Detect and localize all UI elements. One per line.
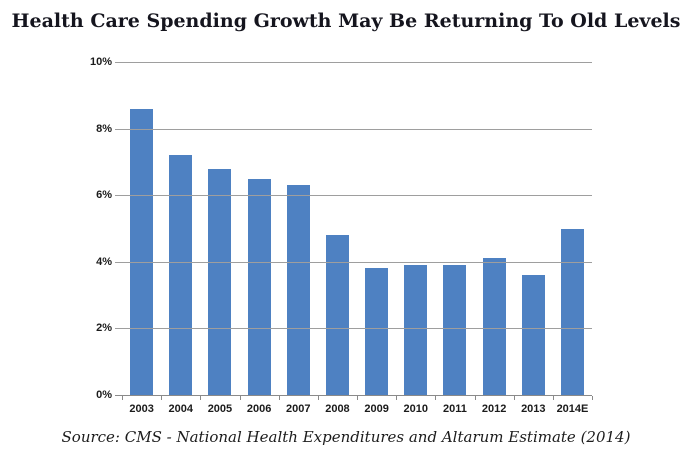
plot-area [115,62,592,396]
y-axis-label-4%: 4% [96,255,112,268]
bar-cell-2012 [475,62,514,395]
y-axis-label-10%: 10% [89,56,112,68]
gridline-4% [115,261,592,263]
bar-2009 [365,268,389,395]
gridline-10% [115,62,592,63]
x-tick-0 [122,396,123,400]
bar-2005 [208,168,232,395]
x-tick-11 [552,396,554,400]
y-axis-label-0%: 0% [96,389,112,401]
bar-2003 [130,108,154,395]
x-axis-label-2005: 2005 [207,403,233,415]
x-axis-label-2008: 2008 [325,403,350,415]
x-tick-7 [396,396,398,400]
bar-2006 [247,178,271,395]
gridline-2% [115,328,592,330]
gridline-6% [115,195,592,197]
bar-cell-2013 [514,62,553,395]
bar-2011 [443,265,467,395]
x-tick-4 [278,396,280,400]
x-axis-labels: 2003 2004 2005 2006 2007 2008 2009 2010 2011 2012… [122,403,592,415]
x-axis-label-2003: 2003 [129,403,154,415]
x-axis-label-2006: 2006 [246,403,272,415]
y-tick-0 [115,395,122,396]
bar-cell-2008 [318,62,357,395]
x-axis-label-2014E: 2014E [556,403,589,415]
x-axis-label-2004: 2004 [168,403,193,415]
bar-2008 [325,235,349,395]
bar-2010 [404,265,428,395]
bar-cell-2014E [553,62,592,395]
x-tick-2 [200,396,202,400]
x-axis-label-2009: 2009 [364,403,389,415]
bar-2012 [482,258,506,395]
chart-title: Health Care Spending Growth May Be Retur… [11,10,681,32]
bar-cell-2009 [357,62,396,395]
x-tick-10 [513,396,515,400]
x-axis-label-2013: 2013 [521,403,546,415]
x-tick-6 [357,396,358,400]
bar-2014E [560,228,584,395]
bar-2004 [169,155,193,395]
bar-cell-2004 [161,62,200,395]
x-tick-5 [317,396,319,400]
y-axis-label-2%: 2% [96,322,112,335]
x-tick-1 [161,396,163,400]
bar-cell-2010 [396,62,435,395]
bar-2013 [521,275,545,395]
y-axis-label-8%: 8% [96,122,112,135]
bar-cell-2003 [122,62,161,395]
x-tick-3 [239,396,241,400]
x-tick-9 [474,396,476,400]
bars-container [122,62,592,395]
y-axis-label-6%: 6% [96,189,112,202]
source-caption: Source: CMS - National Health Expenditur… [61,428,631,446]
bar-cell-2007 [279,62,318,395]
x-tick-12 [592,396,593,400]
bar-cell-2005 [200,62,239,395]
x-tick-8 [435,396,437,400]
gridline-8% [115,128,592,130]
x-axis-label-2007: 2007 [286,403,311,415]
bar-2007 [286,185,310,395]
bar-cell-2011 [435,62,474,395]
x-axis-label-2010: 2010 [403,403,429,415]
bar-cell-2006 [240,62,279,395]
x-axis-label-2012: 2012 [481,403,507,415]
x-axis-label-2011: 2011 [443,403,467,415]
